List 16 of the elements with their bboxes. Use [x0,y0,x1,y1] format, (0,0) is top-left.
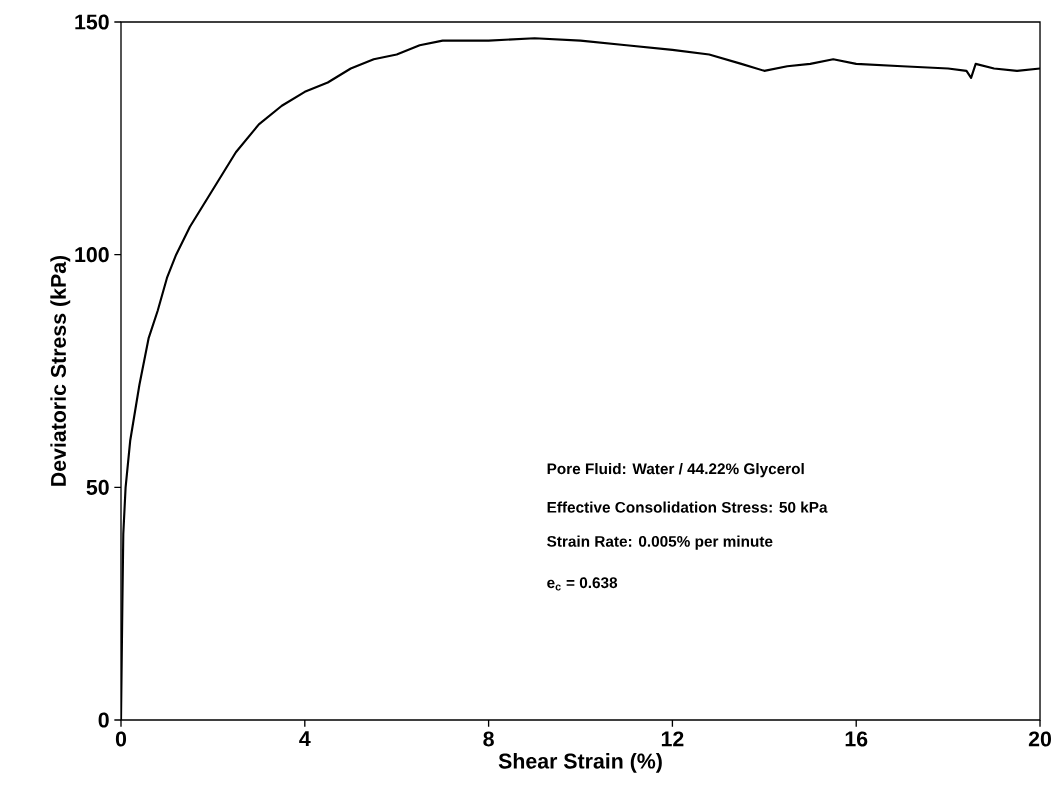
annotation: Effective Consolidation Stress: 50 kPa [547,501,828,513]
x-tick-label: 20 [1028,731,1051,747]
annotation: e$_{c}$ = 0.638 [547,577,618,591]
y-tick-label: 50 [86,479,109,495]
x-tick-label: 4 [299,731,311,747]
y-tick-label: 150 [75,14,109,30]
y-axis-title: Deviatoric Stress (kPa) [50,255,71,486]
x-tick-label: 12 [661,731,684,747]
x-tick-label: 8 [483,731,494,747]
annotation: Pore Fluid: Water / 44.22% Glycerol [547,462,804,478]
y-tick-label: 100 [75,247,109,263]
y-tick-label: 0 [98,712,109,728]
annotation: Strain Rate: 0.005% per minute [547,535,773,550]
x-axis-title: Shear Strain (%) [498,752,662,773]
x-tick-label: 0 [115,731,127,747]
x-tick-label: 16 [845,731,868,747]
